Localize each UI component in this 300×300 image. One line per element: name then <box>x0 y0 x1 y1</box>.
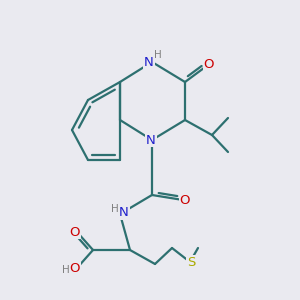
Text: H: H <box>154 50 162 60</box>
Text: O: O <box>204 58 214 71</box>
Text: H: H <box>62 265 70 275</box>
Text: O: O <box>70 226 80 238</box>
Text: N: N <box>146 134 156 146</box>
Text: N: N <box>119 206 129 220</box>
Text: S: S <box>187 256 195 268</box>
Text: N: N <box>144 56 154 68</box>
Text: H: H <box>111 204 119 214</box>
Text: O: O <box>70 262 80 275</box>
Text: O: O <box>180 194 190 206</box>
